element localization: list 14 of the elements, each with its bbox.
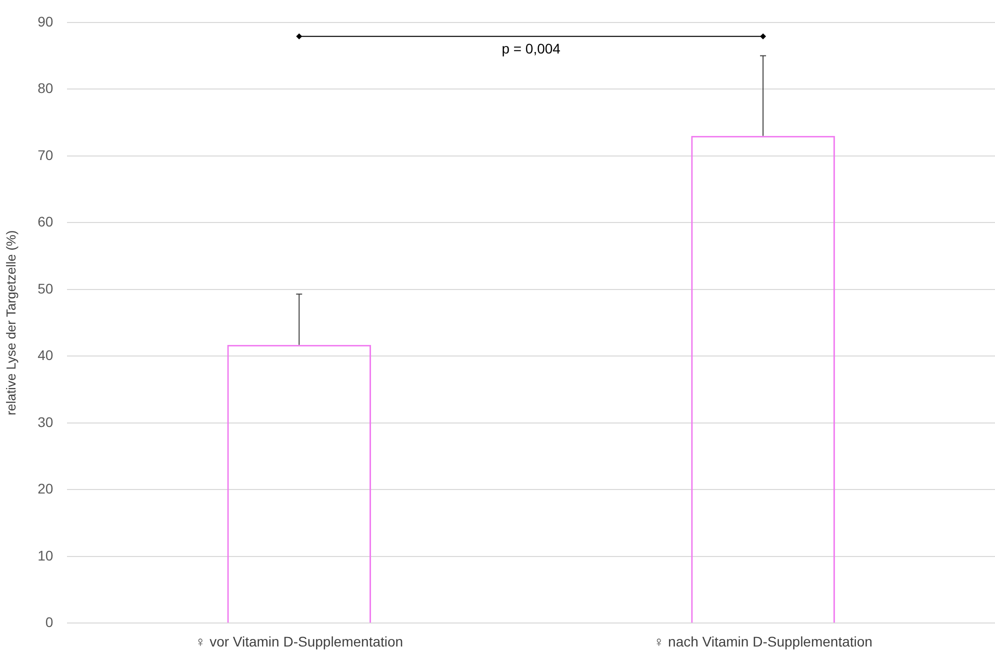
x-tick-label: ♀ nach Vitamin D-Supplementation [654,633,872,650]
y-tick-label: 70 [38,146,54,163]
annotation: p = 0,004 [502,40,561,56]
y-tick-label: 20 [38,480,54,497]
y-axis-title: relative Lyse der Targetzelle (%) [3,230,18,416]
y-tick-label: 50 [38,280,54,296]
y-tick-label: 0 [45,614,54,630]
y-tick-label: 60 [38,214,54,230]
y-tick-label: 90 [38,13,54,30]
y-tick-label: 10 [38,547,54,564]
y-tick-label: 80 [38,80,54,96]
y-tick-label: 30 [38,414,54,430]
y-tick-label: 40 [38,347,54,364]
x-tick-label: ♀ vor Vitamin D-Supplementation [195,633,404,650]
